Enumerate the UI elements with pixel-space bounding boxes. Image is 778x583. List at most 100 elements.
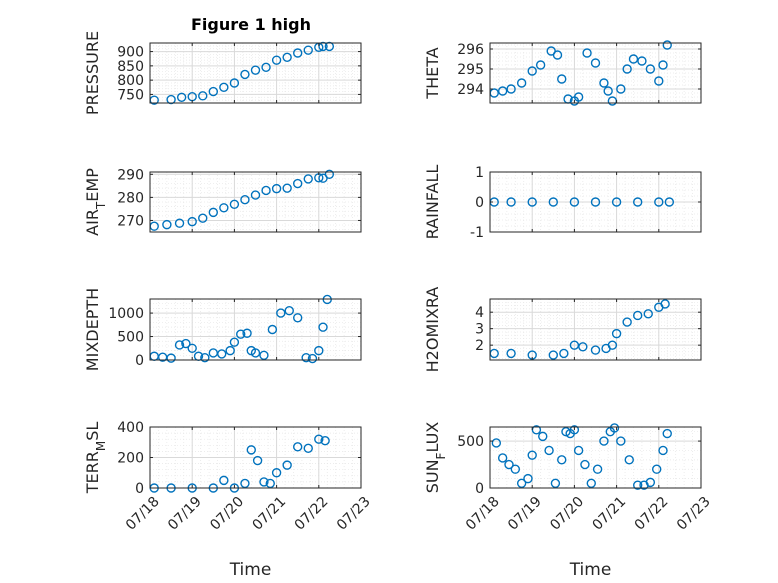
data-point <box>573 92 584 102</box>
data-point <box>506 348 516 359</box>
x-tick-label: 07/23 <box>334 494 374 534</box>
data-point <box>282 460 292 470</box>
data-point <box>592 464 603 474</box>
data-point <box>654 197 664 207</box>
data-point <box>276 308 286 318</box>
y-tick-label: 400 <box>117 420 144 436</box>
data-point <box>250 65 261 75</box>
data-point <box>491 438 502 448</box>
data-point <box>557 455 567 465</box>
axes-box <box>149 298 362 361</box>
data-point <box>616 84 626 94</box>
y-tick-label: 296 <box>457 42 484 58</box>
data-point <box>662 40 672 50</box>
y-tick-label: 4 <box>475 305 484 321</box>
data-point <box>645 477 656 488</box>
axes-box <box>489 298 702 361</box>
data-point <box>166 94 176 105</box>
data-point <box>611 197 622 207</box>
data-point <box>557 74 567 84</box>
x-tick-label: 07/18 <box>123 494 163 534</box>
y-axis-label: THETA <box>423 47 442 99</box>
data-point <box>633 480 643 490</box>
data-point <box>660 299 670 309</box>
x-tick-label: 07/18 <box>463 494 503 534</box>
y-axis-label: MIXDEPTH <box>83 288 102 371</box>
data-point <box>219 203 229 213</box>
y-tick-label: 500 <box>117 330 144 346</box>
data-point <box>527 450 537 460</box>
data-point <box>527 197 537 207</box>
x-tick-label: 07/21 <box>249 494 289 534</box>
data-point <box>250 348 261 358</box>
data-point <box>303 45 313 55</box>
data-point <box>624 455 634 465</box>
data-point <box>318 41 328 52</box>
data-point <box>318 322 328 332</box>
y-tick-label: 500 <box>457 434 484 450</box>
plot-area <box>490 299 701 360</box>
data-point <box>303 174 313 184</box>
data-point <box>174 340 185 350</box>
data-point <box>664 197 675 207</box>
data-point <box>293 48 303 58</box>
data-point <box>550 478 561 489</box>
y-tick-label: 2 <box>475 338 484 354</box>
data-point <box>198 213 208 223</box>
subplot-sun-flux: 0 500 07/18 07/19 07/20 07/21 07/22 07/23 SUNFLU… <box>423 422 714 580</box>
y-tick-label: 750 <box>117 87 144 103</box>
subplot-terr-msl: 0 200 400 07/18 07/19 07/20 07/21 07/22 07/23 TER… <box>83 420 374 580</box>
y-tick-label: 800 <box>117 73 144 89</box>
data-point <box>200 352 210 363</box>
data-point <box>252 455 263 466</box>
subplot-mixdepth: 0 500 1000 MIXDEPTH <box>83 288 362 371</box>
axes-box <box>149 171 362 233</box>
data-point <box>497 453 508 463</box>
data-point <box>527 66 537 76</box>
y-axis-label: AIRTEMP <box>83 168 108 236</box>
x-tick-label: 07/21 <box>589 494 629 534</box>
data-point <box>307 353 318 364</box>
data-point <box>187 216 197 227</box>
y-tick-label: 0 <box>475 481 484 497</box>
data-point <box>198 91 208 101</box>
subplot-theta: 294 295 296 THETA <box>423 40 702 106</box>
data-point <box>261 62 271 72</box>
data-point <box>246 445 256 455</box>
y-tick-label: 900 <box>117 45 144 61</box>
data-point <box>561 426 571 437</box>
data-point <box>609 423 620 433</box>
data-point <box>320 436 330 446</box>
data-point <box>240 69 250 80</box>
y-tick-label: 280 <box>117 190 144 206</box>
data-point <box>599 436 609 446</box>
y-tick-label: -1 <box>470 225 484 241</box>
data-point <box>250 190 261 200</box>
x-tick-label: 07/23 <box>674 494 714 534</box>
data-point <box>187 343 197 353</box>
data-point <box>580 459 590 470</box>
data-point <box>293 178 303 189</box>
data-point <box>282 52 292 62</box>
data-point <box>578 342 588 352</box>
data-point <box>301 352 311 363</box>
data-point <box>633 197 643 207</box>
x-tick-label: 07/19 <box>505 494 545 534</box>
y-tick-label: 850 <box>117 59 144 75</box>
data-point <box>259 350 269 361</box>
data-point <box>559 348 569 359</box>
y-tick-label: 270 <box>117 213 144 229</box>
data-point <box>229 337 240 347</box>
x-tick-label: 07/19 <box>165 494 205 534</box>
x-axis-label: Time <box>229 560 272 580</box>
data-point <box>504 459 514 470</box>
data-point <box>658 60 668 70</box>
data-point <box>181 338 191 349</box>
data-point <box>643 309 653 319</box>
data-point <box>267 324 278 335</box>
data-point <box>174 218 185 228</box>
y-axis-label: TERRMSL <box>83 422 108 495</box>
data-point <box>176 92 187 102</box>
data-point <box>611 328 622 339</box>
